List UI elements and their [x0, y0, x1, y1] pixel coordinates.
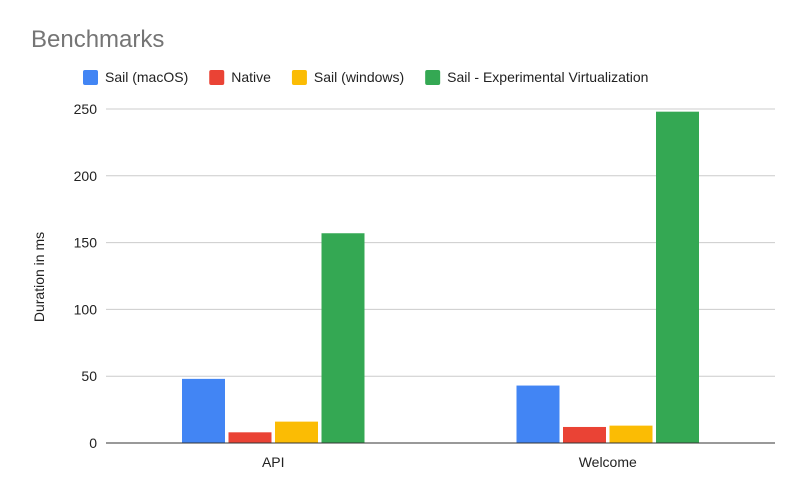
y-tick-label: 100	[74, 301, 98, 317]
bar-native-welcome	[563, 426, 606, 443]
y-tick-label: 150	[74, 235, 98, 251]
y-tick-label: 0	[89, 435, 97, 451]
legend-label-sail-windows: Sail (windows)	[314, 69, 404, 85]
bar-native-api	[228, 432, 272, 443]
y-tick-label: 250	[74, 101, 98, 117]
bar-sail-experimental-virtualization-api	[321, 233, 365, 443]
bar-sail-macos-welcome	[516, 385, 560, 443]
legend: Sail (macOS) Native Sail (windows) Sail - E…	[83, 69, 648, 85]
bar-sail-macos-api	[182, 378, 225, 443]
bars	[182, 111, 699, 443]
y-tick-label: 200	[74, 168, 98, 184]
bar-sail-windows-api	[275, 421, 318, 443]
y-axis-title: Duration in ms	[31, 232, 47, 322]
bar-sail-experimental-virtualization-welcome	[656, 111, 699, 443]
legend-swatch-sail-windows	[291, 70, 307, 85]
x-tick-label-welcome: Welcome	[579, 454, 637, 470]
y-axis-ticks: 0 50 100 150 200 250	[74, 101, 98, 451]
y-tick-label: 50	[81, 368, 97, 384]
chart-title: Benchmarks	[31, 26, 164, 53]
legend-swatch-sail-macos	[83, 70, 98, 85]
x-axis-ticks: API Welcome	[262, 454, 637, 470]
legend-label-sail-experimental-virtualization: Sail - Experimental Virtualization	[447, 69, 648, 85]
x-tick-label-api: API	[262, 454, 285, 470]
bar-sail-windows-welcome	[609, 425, 653, 443]
legend-swatch-native	[209, 70, 225, 85]
legend-label-sail-macos: Sail (macOS)	[105, 69, 188, 85]
legend-swatch-sail-experimental-virtualization	[425, 70, 441, 85]
legend-label-native: Native	[231, 69, 271, 85]
